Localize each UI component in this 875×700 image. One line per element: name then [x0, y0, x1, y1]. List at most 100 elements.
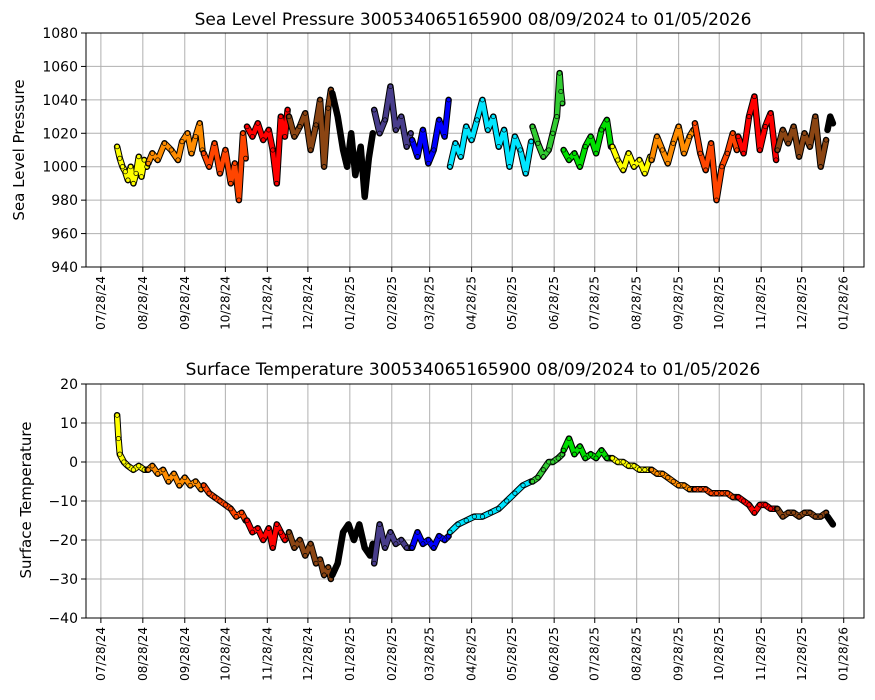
data-point — [136, 463, 142, 469]
data-point — [340, 529, 346, 535]
data-point — [561, 147, 567, 153]
data-point — [566, 157, 572, 163]
data-point — [554, 114, 560, 120]
data-point — [133, 170, 139, 176]
x-tick-label: 10/28/24 — [218, 627, 232, 681]
data-point — [631, 164, 637, 170]
data-point — [367, 553, 373, 559]
data-point — [550, 459, 556, 465]
series-line — [244, 107, 290, 186]
data-point — [452, 140, 458, 146]
x-tick-label: 10/28/25 — [712, 276, 726, 330]
data-point — [692, 120, 698, 126]
data-point — [649, 467, 655, 473]
series-8 — [446, 96, 535, 177]
data-point — [335, 560, 341, 566]
data-point — [352, 172, 358, 178]
data-point — [501, 127, 507, 133]
data-point — [393, 541, 399, 547]
data-point — [188, 150, 195, 156]
data-point — [757, 147, 763, 153]
data-point — [249, 529, 255, 535]
data-point — [260, 537, 266, 543]
series-3 — [243, 106, 291, 187]
data-point — [206, 490, 212, 496]
data-point — [488, 510, 494, 516]
data-point — [485, 127, 491, 133]
data-point — [274, 521, 280, 527]
data-point — [463, 517, 469, 524]
data-point — [642, 170, 648, 176]
data-point — [479, 97, 485, 103]
data-point — [540, 154, 546, 160]
data-point — [496, 144, 502, 150]
data-point — [125, 463, 131, 469]
series-3 — [243, 517, 291, 552]
series-4 — [285, 528, 335, 583]
series-line — [775, 114, 829, 169]
data-point — [751, 93, 757, 100]
data-point — [393, 127, 399, 133]
data-point — [351, 537, 357, 543]
series-6 — [370, 521, 414, 567]
data-point — [593, 150, 599, 156]
y-tick-label: 1020 — [42, 126, 78, 142]
data-point — [243, 155, 249, 161]
x-tick-label: 06/28/25 — [547, 627, 561, 681]
data-point — [571, 150, 577, 156]
data-point — [540, 467, 546, 473]
series-16 — [824, 113, 837, 134]
data-point — [741, 150, 747, 156]
data-point — [609, 144, 615, 150]
x-tick-label: 09/28/25 — [672, 627, 686, 681]
data-point — [665, 160, 671, 166]
series-15 — [774, 113, 830, 170]
data-point — [681, 150, 687, 156]
data-point — [506, 164, 513, 170]
data-point — [184, 130, 191, 136]
y-tick-label: −30 — [48, 572, 78, 588]
data-point — [232, 160, 238, 166]
data-point — [471, 514, 477, 520]
x-tick-label: 02/28/25 — [385, 276, 399, 330]
data-point — [708, 140, 714, 146]
data-point — [171, 471, 177, 477]
data-point — [145, 160, 151, 166]
data-point — [824, 127, 831, 133]
data-point — [791, 510, 797, 516]
data-point — [780, 127, 786, 133]
data-point — [528, 139, 534, 145]
x-tick-label: 01/28/25 — [343, 627, 357, 681]
data-point — [431, 545, 437, 551]
data-point — [791, 124, 797, 130]
data-point — [409, 137, 415, 143]
series-line — [447, 479, 534, 535]
data-point — [697, 486, 703, 492]
series-line — [244, 518, 290, 551]
data-point — [414, 154, 421, 160]
data-point — [436, 117, 442, 123]
series-5 — [329, 521, 377, 579]
data-point — [244, 124, 250, 130]
pressure-chart: Sea Level Pressure 300534065165900 08/09… — [10, 10, 865, 330]
x-tick-label: 12/28/24 — [301, 276, 315, 330]
data-point — [719, 490, 725, 496]
data-point — [724, 490, 730, 496]
data-point — [636, 467, 642, 473]
data-point — [175, 157, 181, 163]
data-point — [649, 157, 655, 163]
x-tick-label: 11/28/25 — [754, 627, 768, 681]
pressure-series — [113, 69, 837, 204]
series-1 — [144, 462, 205, 493]
data-point — [222, 147, 228, 153]
data-point — [313, 122, 319, 128]
data-point — [431, 147, 437, 153]
data-point — [593, 455, 599, 461]
data-point — [713, 197, 720, 203]
data-point — [286, 114, 292, 120]
x-tick-label: 07/28/25 — [588, 627, 602, 681]
data-point — [785, 140, 791, 146]
series-7 — [408, 96, 452, 167]
data-point — [193, 134, 199, 140]
data-point — [577, 164, 583, 170]
